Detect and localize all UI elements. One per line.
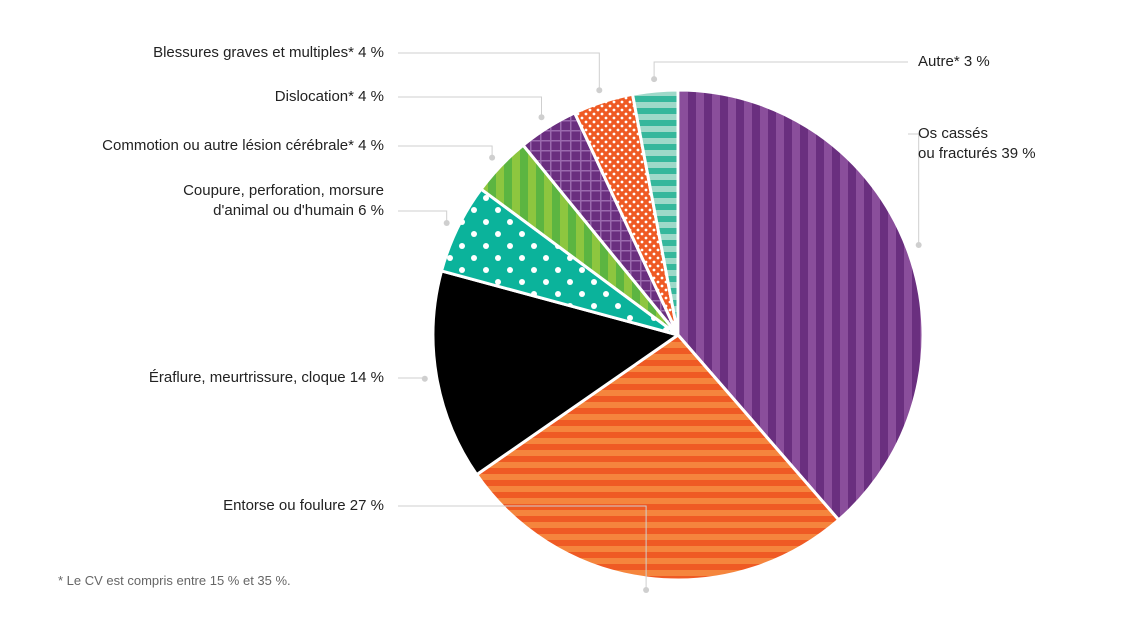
leader-line bbox=[398, 96, 542, 118]
leader-dot bbox=[651, 76, 658, 83]
leader-lines bbox=[398, 52, 922, 593]
slice-label: Éraflure, meurtrissure, cloque 14 % bbox=[149, 369, 384, 386]
pie-slice bbox=[475, 333, 841, 582]
pie-slices bbox=[431, 88, 925, 582]
leader-dot bbox=[915, 242, 922, 248]
leader-dot bbox=[443, 220, 450, 226]
slice-label: ou fracturés 39 % bbox=[918, 145, 1036, 162]
leader-dot bbox=[421, 375, 428, 382]
leader-line bbox=[398, 377, 426, 379]
slice-label: Blessures graves et multiples* 4 % bbox=[153, 44, 384, 61]
leader-dot bbox=[538, 114, 545, 121]
leader-dot bbox=[596, 87, 603, 94]
leader-line bbox=[398, 52, 600, 91]
leader-line bbox=[908, 133, 920, 245]
slice-label: Autre* 3 % bbox=[918, 53, 990, 70]
slice-label: Dislocation* 4 % bbox=[275, 88, 384, 105]
leader-dot bbox=[489, 154, 496, 161]
leader-dot bbox=[643, 587, 650, 593]
pie-slice bbox=[676, 88, 925, 522]
slice-labels: Os cassés ou fracturés 39 % Entorse ou fou… bbox=[102, 44, 1035, 514]
pie-slice bbox=[431, 269, 680, 477]
slice-label: Coupure, perforation, morsure bbox=[183, 182, 384, 199]
leader-line bbox=[653, 61, 908, 80]
leader-line bbox=[398, 145, 493, 158]
slice-label: d'animal ou d'humain 6 % bbox=[213, 202, 384, 219]
slice-label: Entorse ou foulure 27 % bbox=[223, 497, 384, 514]
pie-slice bbox=[631, 88, 680, 337]
slice-label: Commotion ou autre lésion cérébrale* 4 % bbox=[102, 137, 384, 154]
footnote: * Le CV est compris entre 15 % et 35 %. bbox=[58, 573, 291, 588]
leader-line bbox=[398, 505, 647, 590]
slice-label: Os cassés bbox=[918, 125, 988, 142]
leader-line bbox=[398, 210, 448, 223]
